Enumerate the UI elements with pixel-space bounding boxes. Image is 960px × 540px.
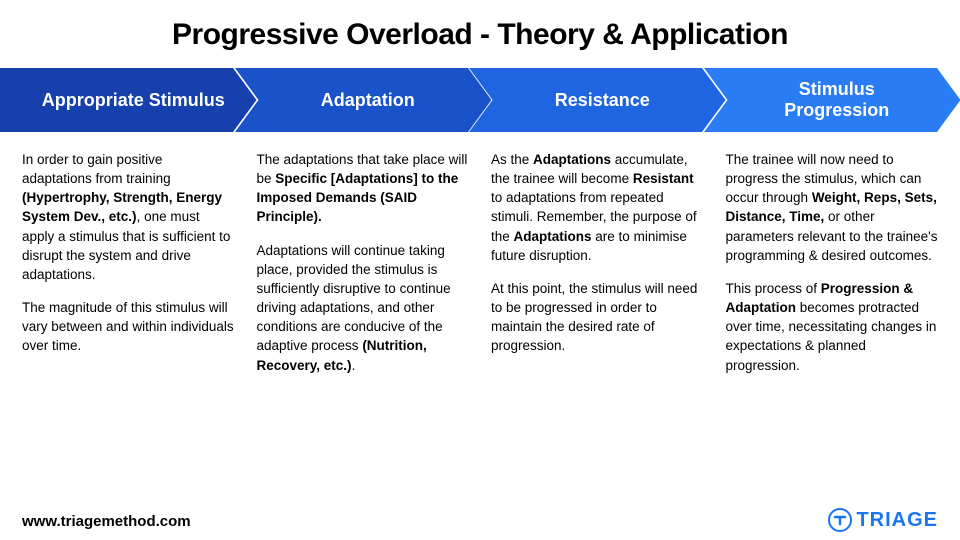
col4-p1: The trainee will now need to progress th… [726,150,939,265]
col1-p1: In order to gain positive adaptations fr… [22,150,235,284]
page-title: Progressive Overload - Theory & Applicat… [0,0,960,68]
chevron-label: Stimulus Progression [766,79,897,120]
chevron-row: Appropriate Stimulus Adaptation Resistan… [0,68,960,132]
content-columns: In order to gain positive adaptations fr… [0,132,960,389]
brand-logo-text: TRIAGE [856,509,938,532]
chevron-label: Adaptation [303,90,423,111]
column-1: In order to gain positive adaptations fr… [22,150,235,389]
footer-url: www.triagemethod.com [22,513,191,530]
col2-p2: Adaptations will continue taking place, … [257,241,470,375]
chevron-step-4: Stimulus Progression [704,68,960,132]
column-3: As the Adaptations accumulate, the train… [491,150,704,389]
col3-p2: At this point, the stimulus will need to… [491,279,704,356]
chevron-label: Appropriate Stimulus [24,90,233,111]
col2-p1: The adaptations that take place will be … [257,150,470,227]
column-2: The adaptations that take place will be … [257,150,470,389]
col4-p2: This process of Progression & Adaptation… [726,279,939,375]
chevron-label-line2: Progression [784,100,889,120]
chevron-label-line1: Stimulus [799,79,875,99]
chevron-step-3: Resistance [469,68,726,132]
brand-logo: TRIAGE [828,508,938,532]
col1-p2: The magnitude of this stimulus will vary… [22,298,235,355]
triage-logo-icon [828,508,852,532]
chevron-step-1: Appropriate Stimulus [0,68,257,132]
column-4: The trainee will now need to progress th… [726,150,939,389]
chevron-label: Resistance [537,90,658,111]
chevron-step-2: Adaptation [235,68,492,132]
col3-p1: As the Adaptations accumulate, the train… [491,150,704,265]
